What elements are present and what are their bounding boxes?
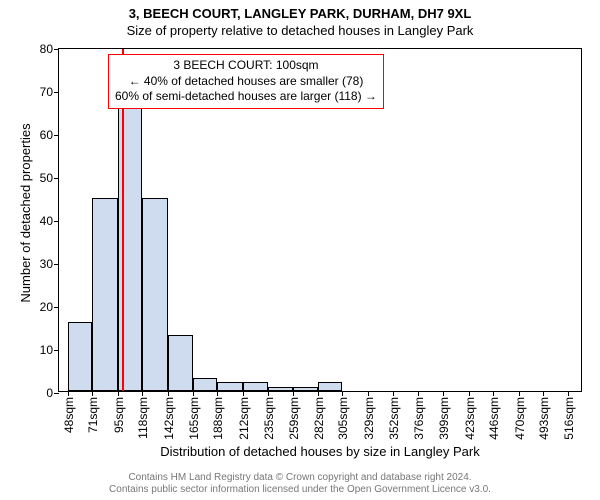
y-tick-mark — [54, 221, 59, 222]
histogram-bar — [293, 387, 318, 391]
x-tick-mark — [469, 391, 470, 396]
x-tick-mark — [142, 391, 143, 396]
y-tick-mark — [54, 264, 59, 265]
x-tick-label: 259sqm — [285, 397, 301, 440]
x-tick-label: 165sqm — [185, 397, 201, 440]
x-tick-label: 376sqm — [410, 397, 426, 440]
x-tick-mark — [268, 391, 269, 396]
y-tick-mark — [54, 92, 59, 93]
histogram-bar — [193, 378, 218, 391]
x-tick-mark — [568, 391, 569, 396]
y-axis-label: Number of detached properties — [18, 48, 33, 378]
x-tick-label: 423sqm — [461, 397, 477, 440]
histogram-bar — [142, 198, 168, 392]
histogram-bar — [168, 335, 193, 391]
x-tick-mark — [418, 391, 419, 396]
x-tick-mark — [217, 391, 218, 396]
x-tick-mark — [92, 391, 93, 396]
x-tick-mark — [493, 391, 494, 396]
x-tick-mark — [293, 391, 294, 396]
x-tick-mark — [118, 391, 119, 396]
x-tick-label: 235sqm — [260, 397, 276, 440]
x-tick-label: 305sqm — [334, 397, 350, 440]
x-tick-mark — [519, 391, 520, 396]
x-tick-label: 493sqm — [535, 397, 551, 440]
x-tick-label: 48sqm — [60, 397, 76, 433]
x-tick-label: 282sqm — [310, 397, 326, 440]
x-tick-label: 470sqm — [511, 397, 527, 440]
x-tick-mark — [243, 391, 244, 396]
footer-line2: Contains public sector information licen… — [0, 484, 600, 495]
y-tick-mark — [54, 350, 59, 351]
annotation-line2: ← 40% of detached houses are smaller (78… — [115, 74, 377, 90]
x-axis-label: Distribution of detached houses by size … — [58, 444, 582, 459]
x-tick-mark — [318, 391, 319, 396]
title-line1: 3, BEECH COURT, LANGLEY PARK, DURHAM, DH… — [0, 6, 600, 21]
annotation-line1: 3 BEECH COURT: 100sqm — [115, 58, 377, 74]
x-tick-label: 212sqm — [235, 397, 251, 440]
histogram-bar — [217, 382, 243, 391]
y-tick-mark — [54, 307, 59, 308]
x-tick-label: 329sqm — [360, 397, 376, 440]
histogram-bar — [318, 382, 343, 391]
x-tick-label: 71sqm — [84, 397, 100, 433]
x-tick-mark — [393, 391, 394, 396]
title-line2: Size of property relative to detached ho… — [0, 23, 600, 38]
figure: 3, BEECH COURT, LANGLEY PARK, DURHAM, DH… — [0, 0, 600, 500]
y-tick-mark — [54, 135, 59, 136]
x-tick-mark — [68, 391, 69, 396]
x-tick-label: 446sqm — [485, 397, 501, 440]
annotation-box: 3 BEECH COURT: 100sqm ← 40% of detached … — [108, 54, 384, 109]
x-tick-label: 118sqm — [134, 397, 150, 439]
x-tick-mark — [443, 391, 444, 396]
histogram-bar — [243, 382, 268, 391]
x-tick-label: 188sqm — [209, 397, 225, 440]
histogram-bar — [68, 322, 93, 391]
x-tick-label: 352sqm — [385, 397, 401, 440]
y-tick-mark — [54, 393, 59, 394]
histogram-bar — [92, 198, 118, 392]
footer-line1: Contains HM Land Registry data © Crown c… — [0, 472, 600, 483]
histogram-bar — [268, 387, 294, 391]
y-tick-mark — [54, 178, 59, 179]
x-tick-label: 95sqm — [110, 397, 126, 433]
x-tick-mark — [342, 391, 343, 396]
x-tick-label: 142sqm — [160, 397, 176, 440]
x-tick-label: 399sqm — [435, 397, 451, 440]
x-tick-mark — [368, 391, 369, 396]
x-tick-mark — [193, 391, 194, 396]
x-tick-label: 516sqm — [560, 397, 576, 440]
y-tick-mark — [54, 49, 59, 50]
x-tick-mark — [543, 391, 544, 396]
annotation-line3: 60% of semi-detached houses are larger (… — [115, 89, 377, 105]
x-tick-mark — [168, 391, 169, 396]
